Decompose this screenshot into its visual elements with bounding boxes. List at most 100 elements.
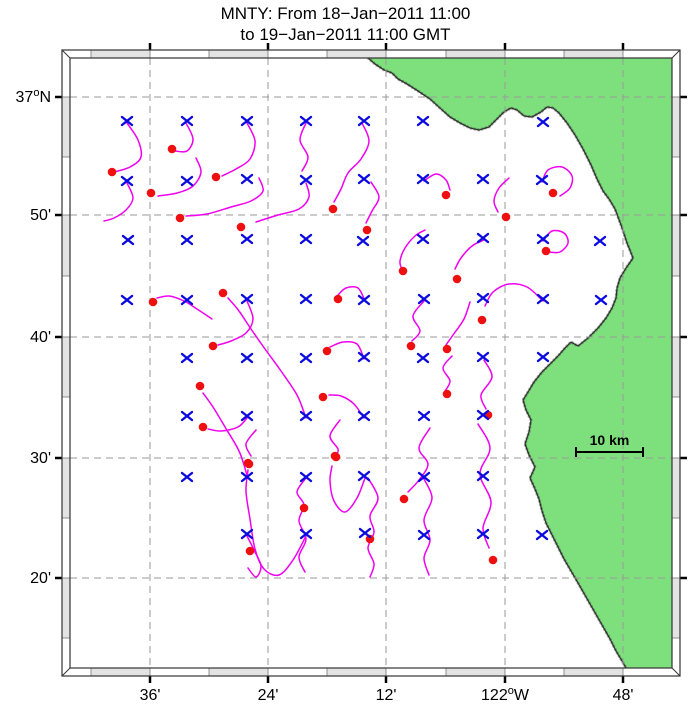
- axis-labels: 36' 24' 12' 122oW 48' 37oN 50' 40' 30' 20': [16, 87, 634, 704]
- grid-x-marker: [299, 174, 313, 186]
- trajectory: [423, 478, 433, 576]
- grid-x-marker: [476, 292, 490, 304]
- trajectory: [399, 229, 426, 271]
- x-axis-tick-label: 122oW: [481, 685, 530, 704]
- trajectory: [337, 285, 366, 302]
- trajectory: [480, 359, 493, 410]
- frame-band-segment: [326, 667, 387, 677]
- grid-x-marker: [299, 115, 313, 127]
- grid-x-marker: [476, 528, 490, 540]
- grid-markers: [120, 115, 608, 541]
- frame-band-segment: [90, 667, 151, 677]
- frame-band-segment: [326, 49, 387, 59]
- grid-x-marker: [180, 234, 194, 246]
- trajectory-end-dot: [442, 344, 452, 354]
- trajectory-end-dot: [399, 494, 409, 504]
- frame-band-segment: [61, 214, 71, 277]
- trajectory: [157, 157, 202, 197]
- grid-x-marker: [299, 471, 313, 483]
- trajectory: [365, 181, 380, 224]
- trajectory: [217, 300, 254, 346]
- grid-x-marker: [240, 115, 254, 127]
- y-axis-tick-label: 50': [30, 207, 51, 224]
- trajectory-end-dot: [148, 297, 158, 307]
- trajectory: [113, 122, 143, 173]
- trajectory-end-dot: [331, 452, 341, 462]
- grid-x-marker: [299, 293, 313, 305]
- trajectory: [329, 419, 341, 457]
- grid-x-marker: [180, 294, 194, 306]
- grid-x-marker: [240, 410, 254, 422]
- frame-band-segment: [61, 336, 71, 398]
- grid-x-marker: [299, 233, 313, 245]
- x-axis-tick-label: 24': [258, 687, 279, 704]
- grid-x-marker: [240, 293, 254, 305]
- grid-x-marker: [120, 115, 134, 127]
- grid-x-marker: [476, 173, 490, 185]
- trajectory-end-dot: [218, 288, 228, 298]
- trajectory-end-dot: [243, 458, 253, 468]
- trajectory: [477, 423, 492, 549]
- trajectory: [442, 355, 453, 392]
- figure-title-line2: to 19−Jan−2011 11:00 GMT: [240, 25, 451, 44]
- x-axis-tick-label: 12': [376, 687, 397, 704]
- scale-bar: 10 km: [575, 432, 644, 457]
- frame-band-segment: [671, 577, 681, 639]
- trajectory-end-dot: [318, 392, 328, 402]
- grid-x-marker: [476, 232, 490, 244]
- trajectory: [221, 122, 256, 177]
- frame-outer: [61, 49, 681, 677]
- grid-x-marker: [417, 471, 431, 483]
- trajectory-end-dot: [236, 222, 246, 232]
- grid-x-marker: [240, 173, 254, 185]
- grid-x-marker: [299, 528, 313, 540]
- frame-band-segment: [671, 214, 681, 277]
- frame-corner-miter: [671, 667, 681, 677]
- trajectory: [454, 239, 485, 270]
- trajectory: [484, 282, 544, 307]
- map-frame: [61, 49, 681, 677]
- frame-corner-miter: [61, 667, 71, 677]
- grid-x-marker: [240, 471, 254, 483]
- trajectory: [245, 469, 307, 577]
- trajectory: [255, 182, 310, 223]
- trajectory-end-dot: [245, 546, 255, 556]
- grid-x-marker: [357, 410, 371, 422]
- grid-x-marker: [536, 293, 550, 305]
- grid-x-marker: [417, 529, 431, 541]
- y-axis-tick-label: 20': [30, 570, 51, 587]
- trajectory-end-dot: [167, 144, 177, 154]
- trajectory-end-dot: [107, 167, 117, 177]
- grid-x-marker: [180, 471, 194, 483]
- y-axis-tick-label: 37oN: [16, 87, 51, 106]
- figure-title: MNTY: From 18−Jan−2011 11:00 to 19−Jan−2…: [0, 3, 691, 45]
- trajectory-end-dot: [398, 266, 408, 276]
- trajectory-end-dot: [365, 534, 375, 544]
- grid-x-marker: [180, 410, 194, 422]
- trajectory-end-dot: [211, 172, 221, 182]
- frame-band-segment: [563, 667, 624, 677]
- end-dots: [107, 144, 558, 565]
- grid-x-marker: [536, 116, 550, 128]
- trajectory-end-dot: [195, 381, 205, 391]
- grid-x-marker: [357, 115, 371, 127]
- trajectory: [185, 177, 264, 217]
- grid-x-marker: [536, 351, 550, 363]
- trajectory: [542, 229, 569, 254]
- grid-x-marker: [417, 293, 431, 305]
- grid-x-marker: [121, 234, 135, 246]
- frame-band-segment: [563, 49, 624, 59]
- trajectory: [367, 477, 379, 578]
- grid-x-marker: [240, 233, 254, 245]
- trajectory: [407, 427, 431, 493]
- grid-x-marker: [240, 352, 254, 364]
- grid-x-marker: [120, 175, 134, 187]
- trajectory: [541, 165, 574, 197]
- frame-inner: [69, 57, 673, 669]
- grid-x-marker: [416, 115, 430, 127]
- frame-band-segment: [61, 577, 71, 639]
- trajectory: [423, 173, 451, 191]
- frame-band-segment: [61, 96, 71, 158]
- trajectory: [296, 477, 307, 573]
- grid-x-marker: [416, 233, 430, 245]
